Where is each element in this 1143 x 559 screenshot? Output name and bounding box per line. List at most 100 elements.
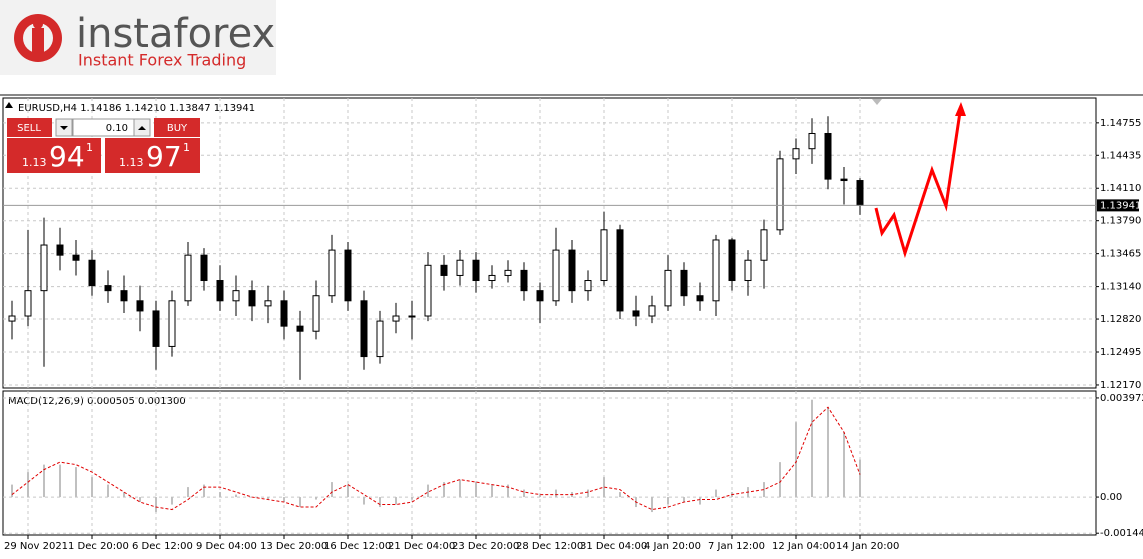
sell-price-box[interactable] — [7, 138, 101, 173]
y-tick-label: 1.12820 — [1100, 314, 1141, 325]
candle-body — [72, 254, 80, 261]
y-tick-label: 1.14435 — [1100, 150, 1141, 161]
macd-bar — [459, 479, 461, 498]
macd-bar — [619, 492, 621, 498]
macd-bar — [779, 462, 781, 498]
macd-bar — [651, 497, 653, 513]
macd-bar — [11, 484, 13, 498]
candle-body — [56, 244, 64, 256]
forecast-arrow — [874, 111, 962, 259]
forecast-arrowhead — [955, 102, 966, 116]
macd-bar — [363, 497, 365, 505]
candle-body — [40, 244, 48, 292]
y-tick-label: 1.13790 — [1100, 216, 1141, 227]
price-header: EURUSD,H4 1.14186 1.14210 1.13847 1.1394… — [18, 103, 255, 114]
candle-body — [472, 259, 480, 282]
candle-body — [264, 300, 272, 307]
sell-button[interactable] — [7, 118, 52, 137]
sell-price-point: 1 — [86, 141, 93, 154]
macd-bar — [91, 477, 93, 498]
macd-bar — [539, 494, 541, 498]
macd-bar — [523, 489, 525, 498]
macd-bar — [43, 464, 45, 498]
macd-panel — [2, 390, 1097, 536]
trade-panel: SELL 0.10 BUY 1.13 94 1 1.13 97 1 — [7, 118, 200, 173]
macd-bar — [155, 497, 157, 513]
y-tick-label: 1.14755 — [1100, 118, 1141, 129]
candle-body — [360, 300, 368, 358]
macd-bar — [379, 497, 381, 508]
buy-button[interactable] — [154, 118, 200, 137]
macd-bar — [699, 497, 701, 505]
candle-body — [328, 249, 336, 297]
x-tick-label: 14 Jan 20:00 — [836, 541, 899, 552]
logo-icon — [14, 14, 62, 62]
y-tick-label: 1.12495 — [1100, 347, 1141, 358]
candle-body — [696, 295, 704, 302]
macd-bar — [59, 464, 61, 498]
candle-body — [232, 290, 240, 302]
logo-name: instaforex — [76, 11, 275, 57]
candle-body — [520, 269, 528, 292]
price-panel — [2, 97, 1097, 389]
macd-bar — [347, 484, 349, 498]
y-tick-label: 1.12170 — [1100, 380, 1141, 391]
candle-body — [120, 290, 128, 302]
candle-body — [440, 264, 448, 276]
x-tick-label: 21 Dec 04:00 — [388, 541, 455, 552]
x-tick-label: 12 Jan 04:00 — [772, 541, 835, 552]
candle-body — [408, 315, 416, 318]
y-tick-label: 0.003972 — [1100, 393, 1143, 404]
candle-body — [648, 305, 656, 317]
candle-body — [8, 315, 16, 322]
sell-price-big: 1.13 — [22, 156, 47, 169]
x-tick-label: 1 Dec 20:00 — [68, 541, 129, 552]
candle-body — [136, 300, 144, 312]
sell-label: SELL — [17, 123, 41, 134]
macd-bar — [443, 482, 445, 498]
candle-body — [280, 300, 288, 327]
candle-body — [488, 274, 496, 282]
macd-bar — [123, 492, 125, 498]
x-tick-label: 16 Dec 12:00 — [324, 541, 391, 552]
candle-body — [824, 132, 832, 180]
macd-bar — [139, 497, 141, 503]
macd-bar — [667, 497, 669, 505]
candle-body — [568, 249, 576, 292]
buy-label: BUY — [167, 123, 188, 134]
candle-body — [760, 229, 768, 261]
x-tick-label: 23 Dec 20:00 — [452, 541, 519, 552]
candle-body — [664, 269, 672, 307]
candle-body — [680, 269, 688, 297]
macd-bar — [299, 497, 301, 508]
macd-bar — [267, 497, 269, 500]
y-tick-label: 1.13465 — [1100, 249, 1141, 260]
candle-body — [632, 310, 640, 317]
shift-marker — [872, 99, 882, 105]
y-tick-label: 0.00 — [1100, 492, 1122, 503]
candle-body — [296, 325, 304, 332]
macd-bar — [203, 484, 205, 498]
macd-bar — [843, 432, 845, 498]
buy-price-box[interactable] — [105, 138, 200, 173]
macd-bar — [587, 489, 589, 498]
macd-bar — [171, 497, 173, 505]
macd-bar — [187, 487, 189, 498]
candle-body — [776, 158, 784, 231]
candle-body — [616, 229, 624, 312]
candle-body — [600, 229, 608, 282]
candle-body — [744, 259, 752, 282]
candle-body — [200, 254, 208, 282]
candle-body — [536, 290, 544, 302]
macd-header: MACD(12,26,9) 0.000505 0.001300 — [8, 396, 186, 407]
candle-body — [216, 280, 224, 302]
macd-bar — [827, 407, 829, 498]
candle-body — [552, 249, 560, 302]
candle-body — [344, 249, 352, 302]
buy-price-big: 1.13 — [119, 156, 144, 169]
y-tick-label: -0.001448 — [1100, 528, 1143, 539]
current-price-tag — [1097, 199, 1139, 212]
macd-bar — [283, 497, 285, 503]
x-tick-label: 9 Dec 04:00 — [196, 541, 257, 552]
